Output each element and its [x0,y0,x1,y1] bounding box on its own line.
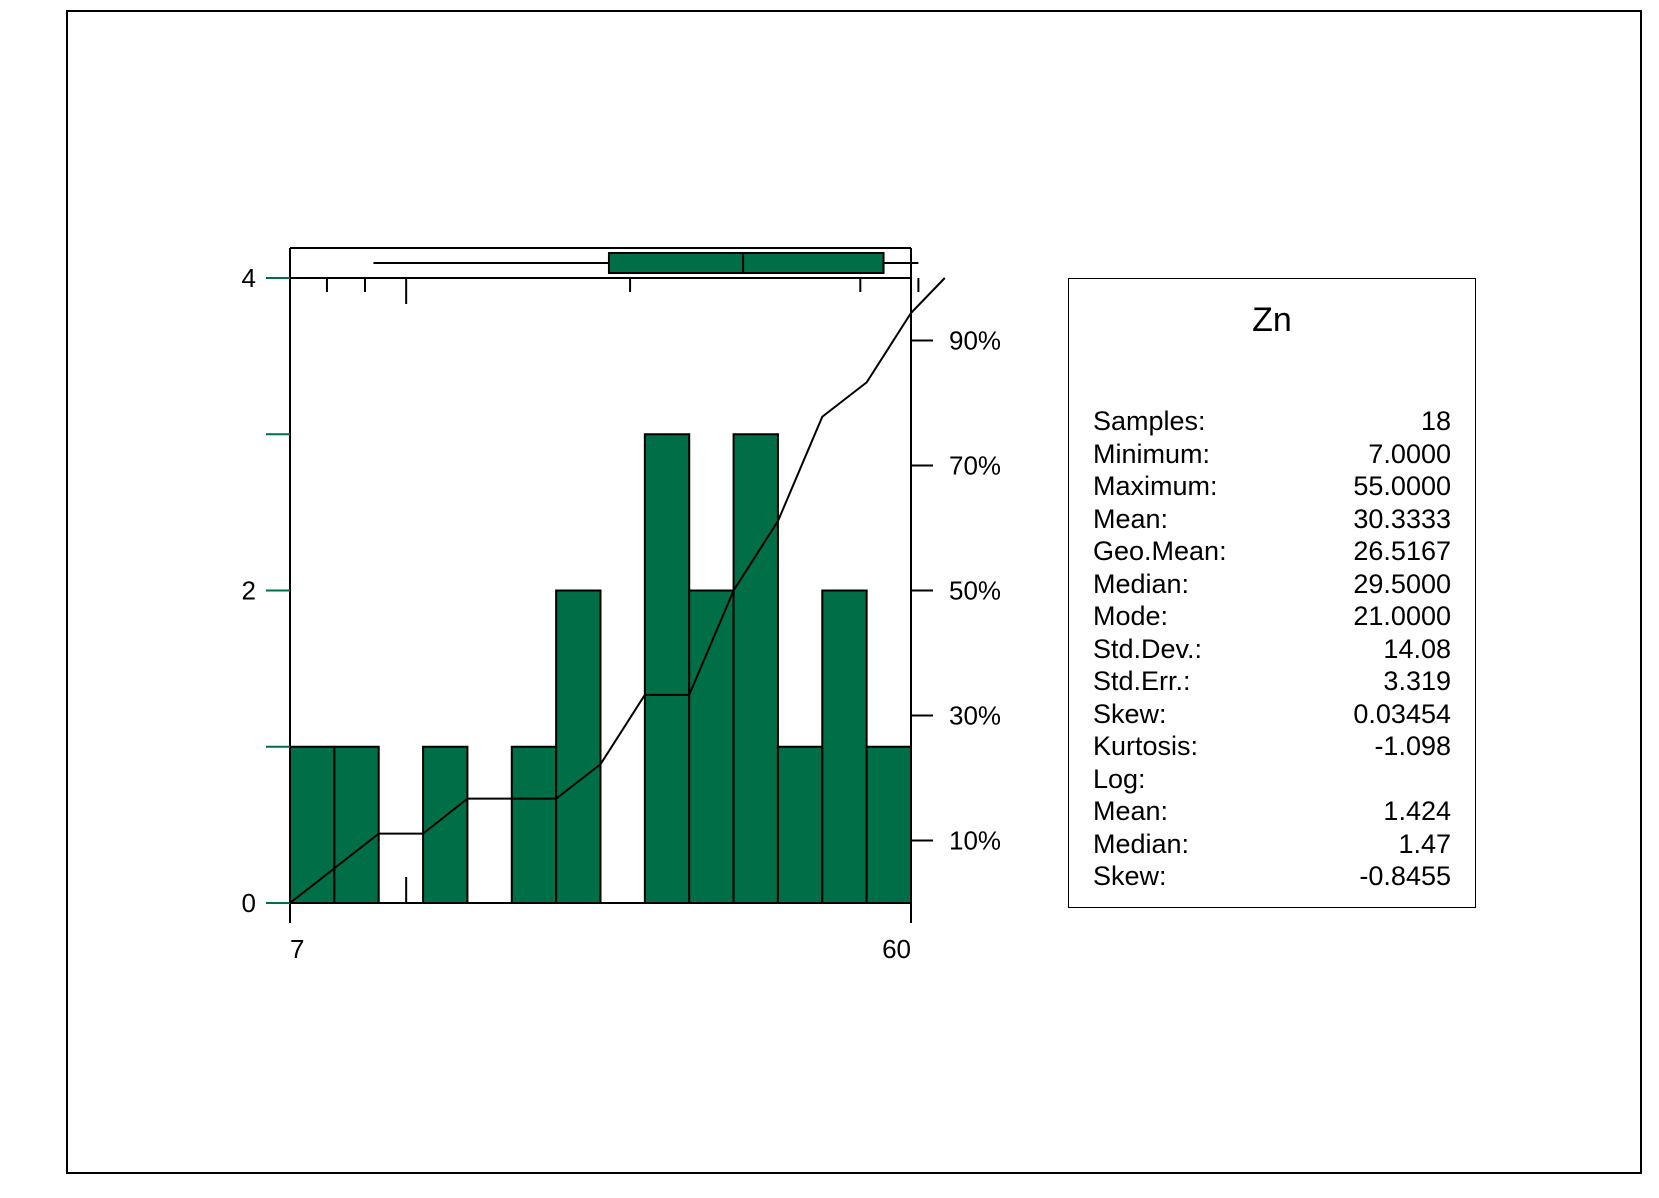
percent-tick-label: 50% [949,576,1001,606]
stat-row: Samples: 18 [1093,405,1451,438]
histogram-bar [510,745,558,904]
stat-value: 7.0000 [1368,438,1451,469]
histogram-bar [422,745,469,904]
stat-row: Std.Err.: 3.319 [1093,665,1451,698]
stat-value: 1.47 [1398,828,1451,859]
stat-value: 55.0000 [1353,471,1451,501]
stat-value: 26.5167 [1353,536,1451,566]
histogram-bar [732,433,779,904]
stats-rows: Samples: 18 Minimum: 7.0000 Maximum: 55.0000 M… [1093,405,1451,893]
stat-label: Mean: [1093,796,1169,826]
stat-label: Std.Err.: [1093,666,1191,696]
y-tick-label: 4 [242,263,256,293]
histogram-bar [289,745,336,904]
stat-value: 3.319 [1383,666,1451,696]
stat-label: Skew: [1093,861,1167,891]
stat-row: Maximum: 55.0000 [1093,470,1451,503]
y-tick-label: 0 [242,888,256,918]
histogram-bar [555,589,602,904]
stat-label: Mean: [1093,503,1169,534]
stat-value: -1.098 [1374,731,1451,761]
box-plot [373,252,919,274]
stat-value: 18 [1420,406,1451,436]
histogram-bar [865,745,913,904]
chart-axes [266,247,933,923]
x-tick-label: 60 [882,934,911,964]
stat-label: Minimum: [1093,438,1211,469]
stat-value: 30.3333 [1353,503,1451,534]
stat-row: Median: 29.5000 [1093,568,1451,601]
stat-label: Mode: [1093,601,1169,631]
stat-row: Kurtosis: -1.098 [1093,730,1451,763]
percent-tick-label: 30% [949,701,1001,731]
stat-value: 29.5000 [1353,568,1451,599]
chart-frame [66,10,1642,1174]
tick-labels: 0 2 4 10% 30% 50% 70% 90% 7 60 [242,263,1002,964]
stat-label: Median: [1093,568,1190,599]
cumulative-line [289,277,946,904]
stats-title: Zn [1252,301,1292,339]
percent-tick-label: 10% [949,826,1001,856]
histogram-bar [688,589,735,904]
stat-label: Maximum: [1093,471,1218,501]
statistics-panel: Zn Samples: 18 Minimum: 7.0000 Maximum: 55.00… [1068,278,1476,908]
stat-row: Std.Dev.: 14.08 [1093,633,1451,666]
stat-label: Samples: [1093,406,1206,436]
stat-row: Log: [1093,763,1451,796]
stat-row: Mean: 1.424 [1093,795,1451,828]
stat-value: -0.8455 [1359,861,1451,891]
stat-row: Minimum: 7.0000 [1093,438,1451,471]
stat-row: Geo.Mean: 26.5167 [1093,535,1451,568]
stat-label: Kurtosis: [1093,731,1199,761]
box-body [607,252,885,274]
cumulative-line-group [289,277,946,904]
percent-tick-label: 70% [949,451,1001,481]
y-tick-label: 2 [242,576,256,606]
stat-label: Geo.Mean: [1093,536,1227,566]
stat-row: Mode: 21.0000 [1093,600,1451,633]
x-tick-label: 7 [290,934,304,964]
histogram-bar [643,433,691,904]
stat-label: Log: [1093,763,1146,794]
stat-label: Skew: [1093,698,1167,729]
stat-row: Mean: 30.3333 [1093,503,1451,536]
stat-row: Median: 1.47 [1093,828,1451,861]
histogram-bar [333,745,380,904]
percent-tick-label: 90% [949,326,1001,356]
stat-row: Skew: 0.03454 [1093,698,1451,731]
stat-label: Median: [1093,828,1190,859]
stat-label: Std.Dev.: [1093,633,1203,664]
stat-value: 21.0000 [1353,601,1451,631]
stat-value: 0.03454 [1353,698,1451,729]
stat-value: 14.08 [1383,633,1451,664]
histogram-bar [821,589,868,904]
stat-value: 1.424 [1383,796,1451,826]
histogram-bar [776,745,824,904]
stat-row: Skew: -0.8455 [1093,860,1451,893]
